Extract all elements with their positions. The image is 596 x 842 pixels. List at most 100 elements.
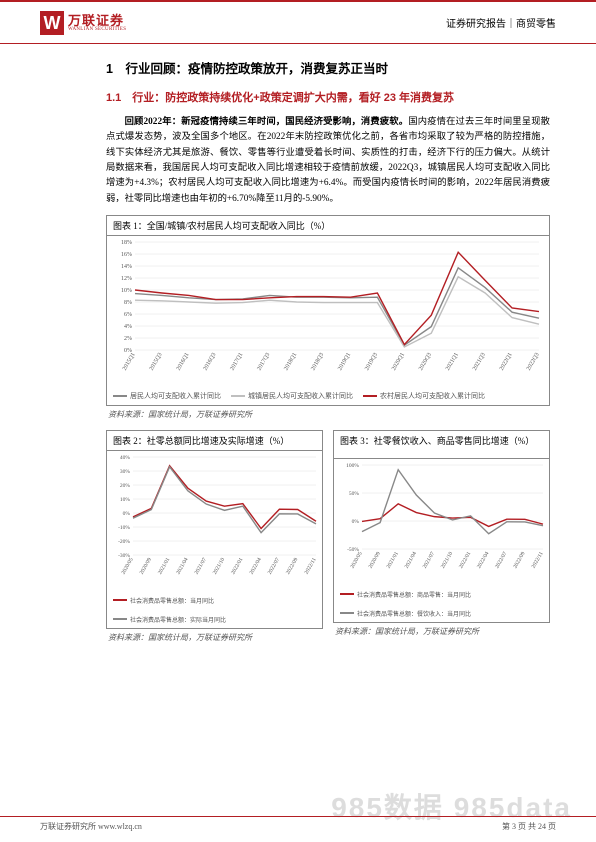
section-title: 1 行业回顾：疫情防控政策放开，消费复苏正当时 xyxy=(106,58,550,77)
svg-text:0%: 0% xyxy=(123,511,131,517)
svg-text:50%: 50% xyxy=(349,491,360,497)
svg-text:2015Q1: 2015Q1 xyxy=(122,352,137,372)
chart2-legend: 社会消费品零售总额：当月同比社会消费品零售总额：实际当月同比 xyxy=(107,594,322,628)
chart3-body: -50%0%50%100%2020/052020/092021/012021/0… xyxy=(334,459,549,622)
legend-item: 农村居民人均可支配收入累计同比 xyxy=(363,391,485,401)
header-category: 证券研究报告｜商贸零售 xyxy=(446,15,556,30)
legend-label: 社会消费品零售总额：商品零售：当月同比 xyxy=(357,590,471,599)
svg-text:2022/11: 2022/11 xyxy=(531,551,545,570)
svg-text:4%: 4% xyxy=(124,324,132,330)
chart2-body: -30%-20%-10%0%10%20%30%40%2020/052020/09… xyxy=(107,451,322,628)
paragraph-body: 国内疫情在过去三年时间里呈现散点式爆发态势，波及全国多个地区。在2022年末防控… xyxy=(106,117,550,204)
svg-text:2020Q3: 2020Q3 xyxy=(418,352,433,372)
legend-swatch xyxy=(113,599,127,601)
footer-left: 万联证券研究所 www.wlzq.cn xyxy=(40,821,142,832)
legend-item: 社会消费品零售总额：餐饮收入：当月同比 xyxy=(340,609,471,618)
svg-text:2020/09: 2020/09 xyxy=(139,557,153,576)
page-content: 1 行业回顾：疫情防控政策放开，消费复苏正当时 1.1 行业：防控政策持续优化+… xyxy=(0,44,596,653)
svg-text:2022/04: 2022/04 xyxy=(249,557,263,576)
chart1-source: 资料来源：国家统计局，万联证券研究所 xyxy=(106,409,550,420)
page-header: W 万联证券 WANLIAN SECURITIES 证券研究报告｜商贸零售 xyxy=(0,0,596,44)
svg-text:2016Q1: 2016Q1 xyxy=(176,352,191,372)
chart1-legend: 居民人均可支配收入累计同比 城镇居民人均可支配收入累计同比 农村居民人均可支配收入累… xyxy=(107,389,549,405)
svg-text:-20%: -20% xyxy=(118,539,130,545)
svg-text:2019Q3: 2019Q3 xyxy=(364,352,379,372)
chart2-box: 图表 2：社零总额同比增速及实际增速（%） -30%-20%-10%0%10%2… xyxy=(106,430,323,629)
svg-text:8%: 8% xyxy=(124,300,132,306)
svg-text:2022/09: 2022/09 xyxy=(285,557,299,576)
svg-text:2017Q1: 2017Q1 xyxy=(230,352,245,372)
svg-text:2016Q3: 2016Q3 xyxy=(203,352,218,372)
svg-text:30%: 30% xyxy=(120,469,131,475)
svg-text:2018Q1: 2018Q1 xyxy=(283,352,298,372)
svg-text:2021/01: 2021/01 xyxy=(386,551,400,570)
svg-text:10%: 10% xyxy=(121,288,132,294)
legend-swatch xyxy=(231,395,245,397)
svg-text:2020/05: 2020/05 xyxy=(350,551,364,570)
chart3-legend: 社会消费品零售总额：商品零售：当月同比社会消费品零售总额：餐饮收入：当月同比 xyxy=(334,588,549,622)
svg-text:2022/01: 2022/01 xyxy=(230,557,244,576)
chart1-svg: 0%2%4%6%8%10%12%14%16%18%2015Q12015Q3201… xyxy=(107,236,547,386)
svg-text:2022/07: 2022/07 xyxy=(494,551,508,570)
chart2-svg: -30%-20%-10%0%10%20%30%40%2020/052020/09… xyxy=(107,451,320,591)
legend-label: 社会消费品零售总额：当月同比 xyxy=(130,596,214,605)
chart3-svg: -50%0%50%100%2020/052020/092021/012021/0… xyxy=(334,459,547,585)
chart1-box: 图表 1：全国/城镇/农村居民人均可支配收入同比（%） 0%2%4%6%8%10… xyxy=(106,215,550,406)
svg-text:40%: 40% xyxy=(120,455,131,461)
svg-text:16%: 16% xyxy=(121,252,132,258)
svg-text:-10%: -10% xyxy=(118,525,130,531)
chart1-body: 0%2%4%6%8%10%12%14%16%18%2015Q12015Q3201… xyxy=(107,236,549,405)
legend-item: 城镇居民人均可支配收入累计同比 xyxy=(231,391,353,401)
chart1-title: 图表 1：全国/城镇/农村居民人均可支配收入同比（%） xyxy=(107,216,549,236)
svg-text:2%: 2% xyxy=(124,336,132,342)
svg-text:2021/07: 2021/07 xyxy=(422,551,436,570)
svg-text:100%: 100% xyxy=(346,463,359,469)
svg-text:6%: 6% xyxy=(124,312,132,318)
svg-text:2021Q3: 2021Q3 xyxy=(472,352,487,372)
svg-text:2022/01: 2022/01 xyxy=(458,551,472,570)
chart3-box: 图表 3：社零餐饮收入、商品零售同比增速（%） -50%0%50%100%202… xyxy=(333,430,550,623)
svg-text:2022Q1: 2022Q1 xyxy=(499,352,514,372)
logo-text-en: WANLIAN SECURITIES xyxy=(68,27,126,32)
svg-text:2015Q3: 2015Q3 xyxy=(149,352,164,372)
svg-text:2020/05: 2020/05 xyxy=(121,557,135,576)
paragraph-bold: 回顾2022年：新冠疫情持续三年时间，国民经济受影响，消费疲软。 xyxy=(125,117,409,127)
page-footer: 万联证券研究所 www.wlzq.cn 第 3 页 共 24 页 xyxy=(0,816,596,832)
footer-right: 第 3 页 共 24 页 xyxy=(502,821,556,832)
legend-swatch xyxy=(340,612,354,614)
legend-item: 居民人均可支配收入累计同比 xyxy=(113,391,221,401)
svg-text:2021/04: 2021/04 xyxy=(175,557,189,576)
legend-item: 社会消费品零售总额：当月同比 xyxy=(113,596,214,605)
svg-text:2022/04: 2022/04 xyxy=(476,551,490,570)
legend-item: 社会消费品零售总额：实际当月同比 xyxy=(113,615,226,624)
svg-text:2022/07: 2022/07 xyxy=(267,557,281,576)
svg-text:2019Q1: 2019Q1 xyxy=(337,352,352,372)
logo: W 万联证券 WANLIAN SECURITIES xyxy=(40,11,126,35)
legend-label: 农村居民人均可支配收入累计同比 xyxy=(380,391,485,401)
charts-row: 图表 2：社零总额同比增速及实际增速（%） -30%-20%-10%0%10%2… xyxy=(106,430,550,653)
svg-text:2020Q1: 2020Q1 xyxy=(391,352,406,372)
svg-text:14%: 14% xyxy=(121,264,132,270)
legend-swatch xyxy=(113,395,127,397)
svg-text:2021Q1: 2021Q1 xyxy=(445,352,460,372)
svg-text:12%: 12% xyxy=(121,276,132,282)
svg-text:2017Q3: 2017Q3 xyxy=(257,352,272,372)
legend-label: 居民人均可支配收入累计同比 xyxy=(130,391,221,401)
section-subtitle: 1.1 行业：防控政策持续优化+政策定调扩大内需，看好 23 年消费复苏 xyxy=(106,89,550,105)
svg-text:2021/10: 2021/10 xyxy=(212,557,226,576)
svg-text:2020/09: 2020/09 xyxy=(368,551,382,570)
legend-label: 社会消费品零售总额：实际当月同比 xyxy=(130,615,226,624)
legend-item: 社会消费品零售总额：商品零售：当月同比 xyxy=(340,590,471,599)
legend-label: 城镇居民人均可支配收入累计同比 xyxy=(248,391,353,401)
chart3-source: 资料来源：国家统计局，万联证券研究所 xyxy=(333,626,550,637)
svg-text:2022/09: 2022/09 xyxy=(512,551,526,570)
legend-swatch xyxy=(113,618,127,620)
chart2-source: 资料来源：国家统计局，万联证券研究所 xyxy=(106,632,323,643)
chart3-title: 图表 3：社零餐饮收入、商品零售同比增速（%） xyxy=(334,431,549,459)
svg-text:2021/10: 2021/10 xyxy=(440,551,454,570)
svg-text:10%: 10% xyxy=(120,497,131,503)
legend-label: 社会消费品零售总额：餐饮收入：当月同比 xyxy=(357,609,471,618)
svg-text:2021/01: 2021/01 xyxy=(157,557,171,576)
svg-text:2022Q3: 2022Q3 xyxy=(526,352,541,372)
chart2-title: 图表 2：社零总额同比增速及实际增速（%） xyxy=(107,431,322,451)
